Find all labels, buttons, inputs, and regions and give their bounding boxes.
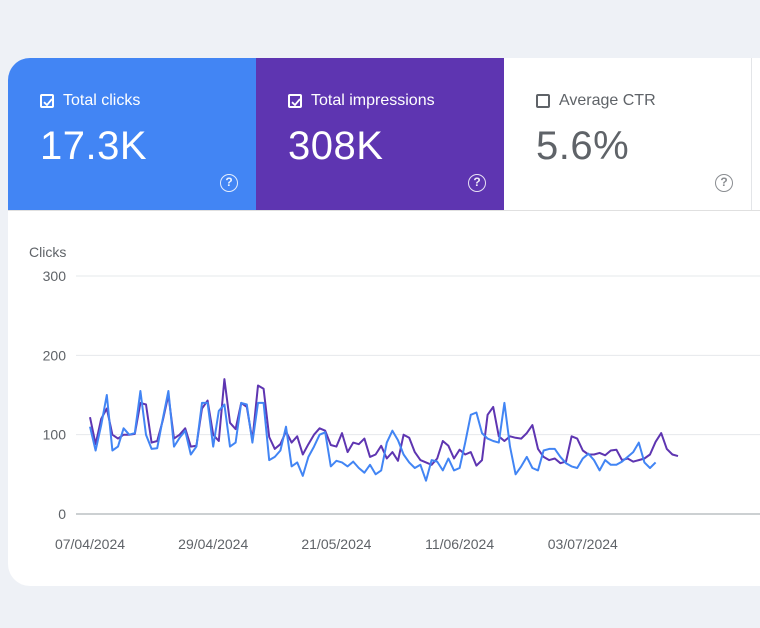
x-tick-label: 03/07/2024: [548, 536, 618, 552]
total-clicks-tile[interactable]: Total clicks 17.3K ?: [8, 58, 256, 210]
y-axis-label: Clicks: [29, 244, 66, 260]
total-impressions-value: 308K: [288, 124, 384, 168]
x-tick-label: 07/04/2024: [55, 536, 125, 552]
help-icon[interactable]: ?: [220, 174, 238, 192]
average-ctr-tile[interactable]: Average CTR 5.6% ?: [504, 58, 752, 210]
total-impressions-header: Total impressions: [288, 92, 504, 110]
checkmark-icon: [43, 98, 53, 107]
total-clicks-value: 17.3K: [40, 124, 148, 168]
y-tick-label: 300: [43, 268, 67, 284]
metric-tiles: Total clicks 17.3K ? Total impressions 3…: [8, 58, 760, 210]
total-clicks-header: Total clicks: [40, 92, 256, 110]
average-ctr-label: Average CTR: [559, 92, 656, 109]
x-tick-label: 21/05/2024: [301, 536, 371, 552]
performance-card: Total clicks 17.3K ? Total impressions 3…: [8, 58, 760, 586]
x-tick-label: 11/06/2024: [425, 536, 494, 552]
total-impressions-label: Total impressions: [311, 92, 435, 109]
tiles-divider: [8, 210, 760, 211]
total-impressions-tile[interactable]: Total impressions 308K ?: [256, 58, 504, 210]
average-ctr-header: Average CTR: [536, 92, 751, 110]
y-tick-label: 100: [43, 427, 67, 443]
average-ctr-checkbox[interactable]: [536, 94, 550, 108]
total-clicks-label: Total clicks: [63, 92, 141, 109]
average-ctr-value: 5.6%: [536, 124, 630, 168]
series-line-1: [89, 390, 657, 482]
y-tick-label: 200: [43, 347, 67, 363]
y-tick-label: 0: [58, 506, 66, 522]
checkmark-icon: [291, 98, 301, 107]
help-icon[interactable]: ?: [468, 174, 486, 192]
total-impressions-checkbox[interactable]: [288, 94, 302, 108]
total-clicks-checkbox[interactable]: [40, 94, 54, 108]
help-icon[interactable]: ?: [715, 174, 733, 192]
x-tick-label: 29/04/2024: [178, 536, 248, 552]
